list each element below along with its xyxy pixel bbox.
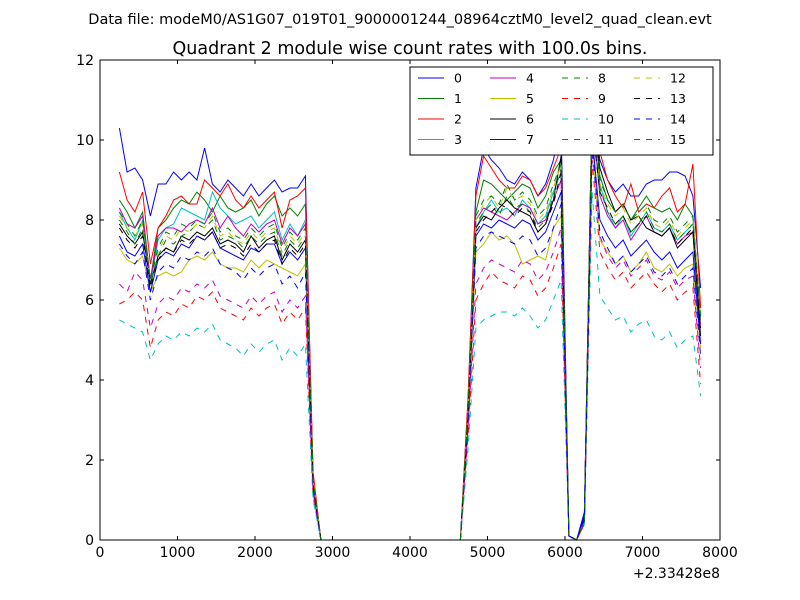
legend-label-5: 5 <box>526 91 534 106</box>
series-line-9 <box>119 159 702 541</box>
y-tick-label: 2 <box>85 453 94 469</box>
y-tick-label: 8 <box>85 213 94 229</box>
legend-label-11: 11 <box>598 132 614 147</box>
legend-label-8: 8 <box>598 71 606 86</box>
x-tick-label: 4000 <box>392 545 428 561</box>
legend-label-10: 10 <box>598 112 614 127</box>
y-tick-label: 4 <box>85 373 94 389</box>
x-tick-label: 6000 <box>547 545 583 561</box>
legend-label-9: 9 <box>598 91 606 106</box>
axis-ticks: 0 1000 2000 3000 4000 5000 6000 7000 80000246810… <box>76 53 738 561</box>
y-tick-label: 0 <box>85 533 94 549</box>
y-tick-label: 12 <box>76 53 94 69</box>
legend-label-7: 7 <box>526 132 534 147</box>
legend-label-0: 0 <box>454 71 462 86</box>
y-tick-label: 10 <box>76 133 94 149</box>
x-tick-label: 8000 <box>702 545 738 561</box>
series-line-15 <box>118 107 702 541</box>
x-tick-label: 0 <box>96 545 105 561</box>
x-offset-label: +2.33428e8 <box>633 566 720 582</box>
chart-suptitle: Data file: modeM0/AS1G07_019T01_90000012… <box>88 12 712 28</box>
chart-title: Quadrant 2 module wise count rates with … <box>173 39 648 59</box>
legend-label-2: 2 <box>454 112 462 127</box>
x-tick-label: 5000 <box>470 545 506 561</box>
series-line-8 <box>118 115 702 541</box>
series-line-10 <box>119 191 702 541</box>
x-tick-label: 7000 <box>625 545 661 561</box>
legend-label-6: 6 <box>526 112 534 127</box>
x-tick-label: 1000 <box>160 545 196 561</box>
legend-label-13: 13 <box>670 91 686 106</box>
x-tick-label: 2000 <box>237 545 273 561</box>
legend-label-12: 12 <box>670 71 686 86</box>
legend-label-15: 15 <box>670 132 686 147</box>
y-tick-label: 6 <box>85 293 94 309</box>
legend-label-4: 4 <box>526 71 534 86</box>
series-line-14 <box>118 147 702 541</box>
legend-label-3: 3 <box>454 132 462 147</box>
legend-label-14: 14 <box>670 112 686 127</box>
legend-label-1: 1 <box>454 91 462 106</box>
plot-frame <box>99 59 721 541</box>
legend-frame <box>409 66 714 156</box>
x-tick-label: 3000 <box>315 545 351 561</box>
